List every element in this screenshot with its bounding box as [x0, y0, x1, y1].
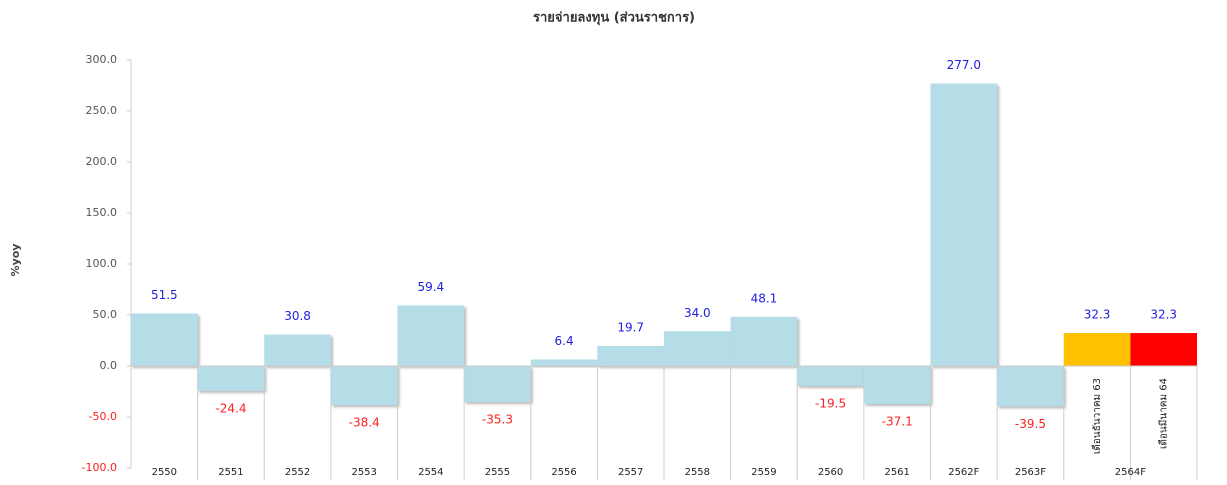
data-label: -24.4	[215, 401, 246, 415]
y-tick-label: 0.0	[100, 359, 118, 372]
x-tick-label: 2554	[418, 467, 443, 478]
x-tick-label: 2560	[818, 467, 843, 478]
y-tick-label: -100.0	[82, 461, 117, 474]
bar	[597, 345, 664, 366]
x-tick-label: 2551	[218, 467, 243, 478]
x-group-label: 2564F	[1115, 467, 1146, 478]
x-tick-label: 2557	[618, 467, 643, 478]
bar	[330, 366, 398, 406]
x-tick-label: 2558	[685, 467, 710, 478]
data-label: 277.0	[947, 58, 981, 72]
bar	[530, 359, 598, 366]
data-label: 34.0	[684, 306, 711, 320]
bar	[464, 366, 531, 403]
x-tick-label: เดือนธันวาคม 63	[1091, 378, 1103, 454]
data-label: -35.3	[482, 413, 513, 427]
x-tick-label: 2563F	[1015, 467, 1046, 478]
data-label: 32.3	[1150, 308, 1177, 322]
bar	[131, 313, 198, 366]
data-label: 48.1	[751, 291, 778, 305]
bar	[1130, 333, 1197, 366]
bar	[797, 366, 864, 386]
bar	[730, 316, 798, 366]
data-label: 32.3	[1084, 308, 1111, 322]
x-tick-label: 2550	[152, 467, 177, 478]
y-tick-label: 100.0	[86, 257, 118, 270]
x-tick-label: เดือนมีนาคม 64	[1158, 378, 1170, 449]
bar	[863, 366, 931, 404]
bar	[197, 366, 265, 391]
data-label: -38.4	[349, 416, 380, 430]
bar	[264, 334, 331, 366]
y-tick-label: 50.0	[93, 308, 118, 321]
bar	[930, 83, 998, 367]
x-tick-label: 2556	[551, 467, 576, 478]
x-tick-label: 2559	[751, 467, 776, 478]
chart-title: รายจ่ายลงทุน (ส่วนราชการ)	[533, 11, 695, 26]
data-label: 6.4	[555, 334, 574, 348]
x-tick-label: 2555	[485, 467, 510, 478]
y-tick-label: 250.0	[86, 104, 118, 117]
bar	[997, 366, 1064, 407]
data-label: -19.5	[815, 396, 846, 410]
data-label: 19.7	[617, 320, 644, 334]
data-label: 51.5	[151, 288, 178, 302]
data-label: -39.5	[1015, 417, 1046, 431]
x-tick-label: 2552	[285, 467, 310, 478]
x-tick-label: 2561	[884, 467, 909, 478]
y-tick-label: 150.0	[86, 206, 118, 219]
data-label: -37.1	[882, 414, 913, 428]
y-axis-label: %yoy	[9, 244, 22, 277]
x-tick-label: 2562F	[948, 467, 979, 478]
bar	[664, 331, 731, 366]
data-label: 59.4	[417, 280, 444, 294]
y-tick-label: 300.0	[86, 53, 118, 66]
data-label: 30.8	[284, 309, 311, 323]
bar	[397, 305, 465, 366]
bar	[1063, 333, 1131, 366]
y-tick-label: 200.0	[86, 155, 118, 168]
x-tick-label: 2553	[351, 467, 376, 478]
y-tick-label: -50.0	[89, 410, 117, 423]
